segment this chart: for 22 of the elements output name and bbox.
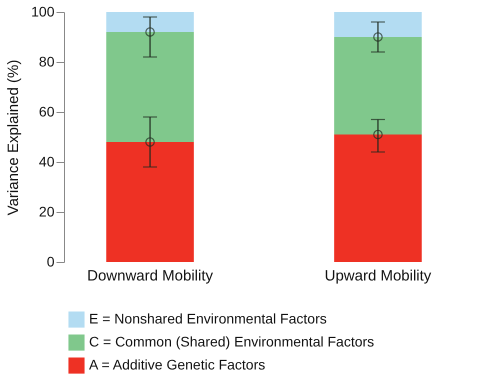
y-tick-label: 0 [46, 254, 55, 270]
point [145, 137, 155, 147]
y-tick-label: 40 [38, 154, 55, 170]
legend-label: E = Nonshared Environmental Factors [89, 310, 327, 326]
y-tick-label: 60 [38, 104, 55, 120]
y-tick-label: 80 [38, 54, 55, 70]
point [145, 27, 155, 37]
point [373, 32, 383, 42]
bar [106, 12, 194, 32]
point [373, 130, 383, 140]
x-tick-label: Downward Mobility [87, 268, 214, 284]
x-tick-label: Upward Mobility [324, 268, 432, 284]
bar [106, 142, 194, 262]
legend-label: A = Additive Genetic Factors [89, 356, 266, 372]
y-tick-label: 20 [38, 204, 55, 220]
y-tick-label: 100 [31, 4, 55, 20]
legend-label: C = Common (Shared) Environmental Factors [89, 334, 374, 350]
bar [106, 32, 194, 142]
y-axis-title: Variance Explained (%) [5, 60, 22, 216]
bar [334, 134, 422, 262]
bar [334, 12, 422, 37]
bar [334, 37, 422, 134]
